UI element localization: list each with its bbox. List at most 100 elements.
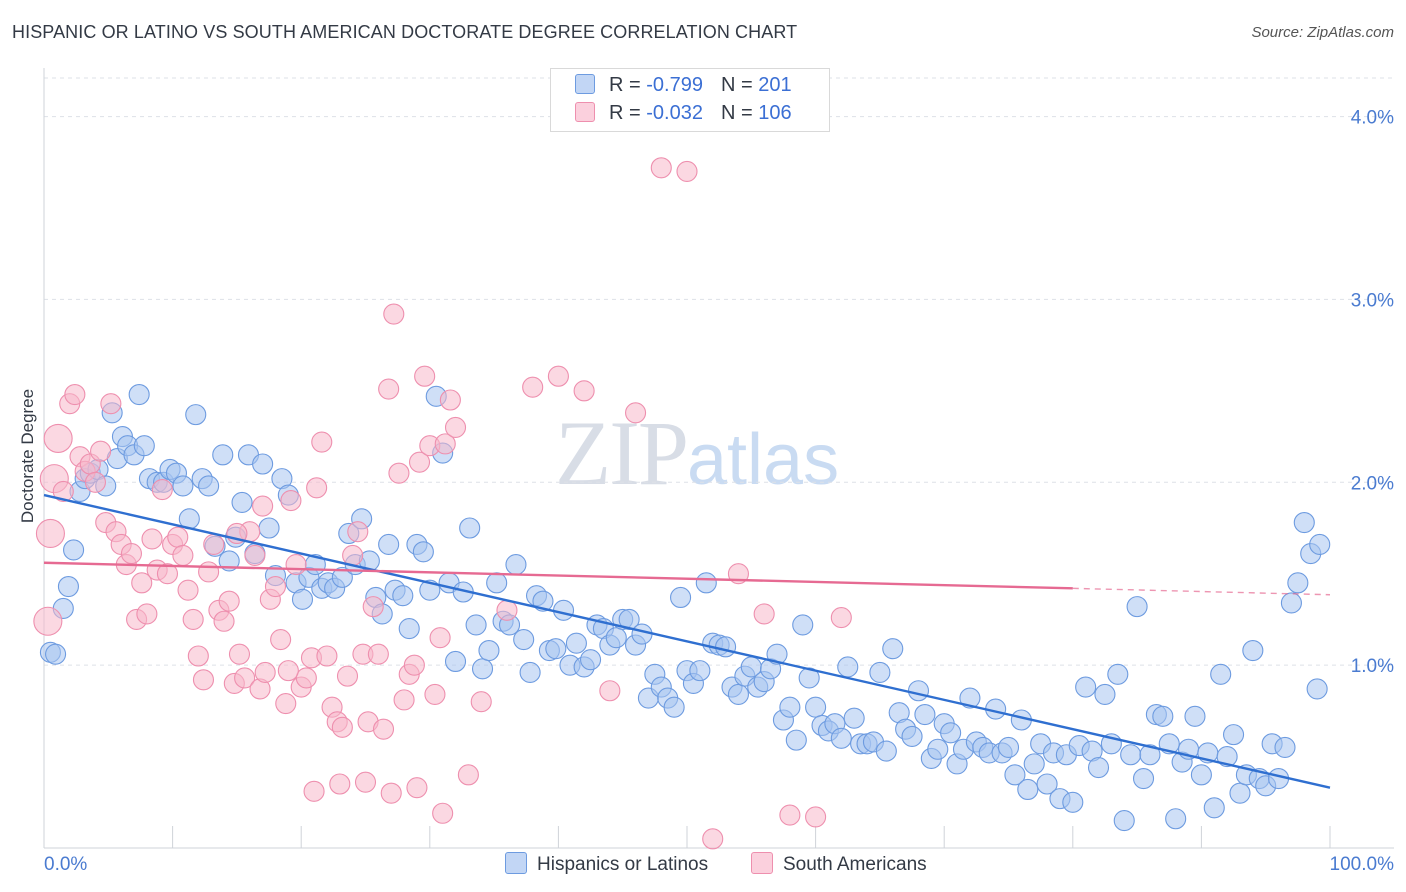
south-american-point-24: [156, 563, 179, 585]
south-american-point-21: [141, 528, 163, 550]
south-american-point-6: [64, 383, 86, 406]
south-american-point-33: [203, 533, 225, 556]
south-american-point-30: [187, 645, 209, 667]
legend-swatch-blue: [575, 74, 595, 94]
hispanic-point-46: [331, 566, 353, 588]
south-american-point-59: [336, 665, 359, 687]
watermark: ZIPatlas: [555, 400, 839, 506]
legend-r-value: -0.799: [646, 74, 703, 96]
south-american-point-61: [347, 521, 369, 543]
trend-line-extension: [1072, 587, 1331, 596]
source-label: Source: ZipAtlas.com: [1251, 24, 1394, 41]
south-american-point-90: [702, 828, 724, 850]
hispanic-point-106: [727, 683, 749, 705]
hispanic-point-104: [715, 636, 737, 658]
south-american-point-28: [177, 579, 199, 601]
hispanic-point-165: [1107, 663, 1129, 685]
south-american-point-96: [252, 495, 274, 517]
hispanic-point-112: [766, 643, 788, 665]
hispanic-point-128: [869, 661, 891, 684]
hispanic-point-65: [459, 517, 481, 539]
south-american-point-35: [213, 610, 235, 632]
south-american-point-32: [198, 561, 220, 583]
south-american-point-101: [380, 782, 402, 804]
trend-lines: [43, 493, 1331, 789]
south-american-point-70: [393, 689, 415, 711]
south-american-point-23: [151, 479, 173, 501]
south-american-point-64: [362, 596, 384, 618]
hispanic-point-184: [1229, 782, 1251, 804]
legend-r-label: R =: [609, 102, 641, 124]
south-american-point-17: [120, 543, 142, 565]
hispanic-point-67: [471, 658, 494, 680]
south-american-point-1: [35, 518, 65, 549]
hispanic-point-154: [1036, 773, 1058, 795]
south-american-point-58: [331, 716, 353, 738]
y-tick-label-1: 2.0%: [1351, 473, 1394, 494]
legend-n-value: 201: [758, 74, 792, 96]
legend-r-label: R =: [609, 74, 641, 96]
legend-swatch-pink: [575, 102, 595, 122]
hispanic-point-129: [875, 740, 897, 762]
legend-label: Hispanics or Latinos: [537, 854, 709, 875]
hispanic-point-100: [689, 660, 711, 682]
legend-swatch-pink: [751, 852, 773, 874]
watermark-atlas: atlas: [687, 420, 840, 500]
hispanic-point-28: [212, 444, 234, 466]
hispanic-point-122: [830, 727, 852, 749]
south-american-point-72: [403, 654, 425, 676]
south-american-point-97: [277, 660, 299, 682]
hispanic-point-68: [478, 639, 500, 662]
south-american-point-93: [779, 804, 801, 826]
watermark-zip: ZIP: [555, 402, 689, 504]
hispanic-point-3: [57, 575, 79, 598]
south-american-point-65: [367, 643, 389, 665]
hispanic-point-168: [1126, 596, 1148, 618]
hispanic-point-167: [1120, 744, 1142, 766]
legend-n-label: N =: [720, 74, 753, 96]
south-american-point-69: [388, 462, 410, 484]
y-tick-labels: 1.0% 2.0% 3.0% 4.0%: [1351, 108, 1394, 678]
hispanic-point-133: [901, 725, 923, 748]
x-tick-label-0: 0.0%: [44, 854, 87, 875]
south-american-point-87: [625, 402, 647, 424]
south-american-point-84: [547, 365, 569, 387]
hispanic-point-56: [398, 618, 420, 640]
hispanic-point-83: [579, 649, 602, 671]
hispanic-point-91: [631, 623, 653, 645]
x-tick-label-100: 100.0%: [1330, 854, 1395, 875]
hispanic-point-169: [1132, 767, 1155, 790]
hispanic-point-72: [505, 554, 527, 576]
hispanic-point-197: [1309, 533, 1331, 556]
south-american-point-92: [753, 603, 775, 625]
hispanic-point-101: [695, 572, 717, 594]
south-american-point-77: [429, 627, 451, 649]
chart-title: HISPANIC OR LATINO VS SOUTH AMERICAN DOC…: [12, 22, 798, 42]
south-american-point-13: [100, 393, 122, 415]
hispanic-point-40: [291, 588, 314, 610]
hispanic-point-115: [785, 729, 807, 751]
south-american-point-51: [295, 667, 317, 689]
hispanic-point-78: [545, 638, 567, 660]
south-american-point-31: [192, 669, 215, 691]
hispanic-point-35: [258, 517, 280, 539]
south-american-point-86: [599, 680, 621, 702]
south-american-point-20: [136, 603, 158, 625]
hispanic-point-24: [185, 404, 207, 426]
hispanic-point-15: [128, 383, 150, 406]
hispanic-point-118: [805, 696, 827, 718]
south-american-point-11: [90, 440, 112, 462]
hispanic-point-55: [392, 585, 414, 607]
stats-legend: R = -0.799 N = 201 R = -0.032 N = 106: [550, 68, 830, 132]
y-tick-label-2: 3.0%: [1351, 290, 1394, 311]
south-american-point-89: [676, 160, 698, 182]
hispanic-point-16: [133, 435, 155, 457]
south-american-point-104: [457, 764, 479, 786]
hispanic-point-34: [252, 453, 274, 475]
south-american-point-53: [306, 477, 328, 499]
hispanic-point-63: [444, 650, 467, 673]
south-american-point-68: [383, 303, 405, 325]
south-american-point-66: [372, 718, 395, 740]
hispanic-point-29: [218, 550, 240, 572]
hispanic-point-180: [1203, 797, 1225, 819]
